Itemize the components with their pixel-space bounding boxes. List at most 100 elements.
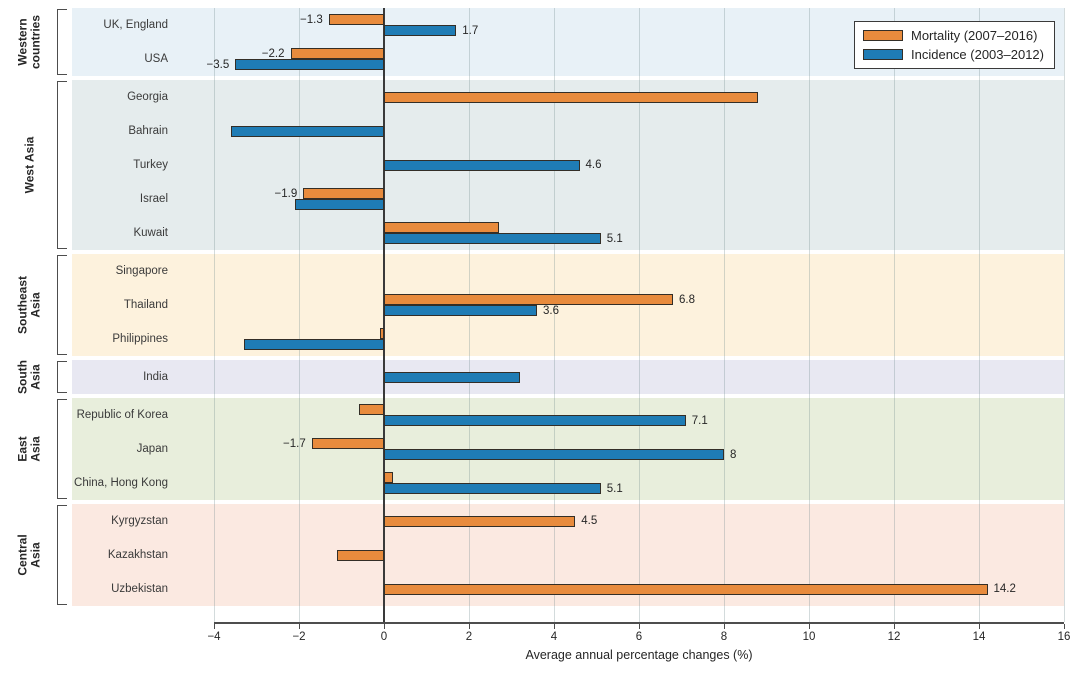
country-label-republic-of-korea: Republic of Korea	[76, 409, 168, 421]
mortality-bar-kyrgyzstan	[384, 515, 576, 527]
incidence-bar-republic-of-korea	[384, 415, 686, 426]
region-label-western-countries: Western countries	[15, 14, 43, 70]
x-tick	[554, 623, 556, 629]
region-band-south-asia	[72, 360, 1064, 394]
x-tick-label: 2	[465, 631, 473, 643]
gridline	[554, 8, 555, 622]
gridline	[894, 8, 895, 622]
gridline	[724, 8, 725, 622]
x-tick	[1064, 623, 1066, 629]
mortality-bar-china-hong-kong	[384, 472, 393, 483]
x-tick-label: 8	[720, 631, 728, 643]
mortality-bar-usa	[290, 48, 384, 59]
x-tick-label: −2	[292, 631, 306, 643]
incidence-bar-bahrain	[231, 125, 384, 137]
region-label-southeast-asia: Southeast Asia	[15, 275, 43, 335]
incidence-value-label-uk-england: 1.7	[462, 24, 479, 37]
mortality-bar-kuwait	[384, 222, 499, 233]
x-tick-label: 14	[972, 631, 986, 643]
region-label-central-asia: Central Asia	[15, 534, 43, 576]
x-axis-line	[214, 622, 1064, 624]
legend-entry-mortality: Mortality (2007–2016)	[863, 28, 1044, 43]
x-tick	[894, 623, 896, 629]
incidence-value-label-turkey: 4.6	[585, 159, 602, 171]
mortality-value-label-israel: −1.9	[274, 187, 298, 200]
incidence-value-label-japan: 8	[730, 448, 737, 461]
x-tick	[299, 623, 301, 629]
legend-swatch-mortality	[863, 30, 903, 41]
country-label-china-hong-kong: China, Hong Kong	[74, 477, 168, 489]
x-tick	[979, 623, 981, 629]
mortality-bar-kazakhstan	[337, 549, 384, 561]
x-tick	[214, 623, 216, 629]
mortality-value-label-uk-england: −1.3	[300, 13, 323, 26]
region-bracket-southeast-asia	[57, 255, 67, 355]
mortality-bar-georgia	[384, 91, 758, 103]
region-bracket-south-asia	[57, 361, 67, 393]
country-label-japan: Japan	[136, 443, 168, 455]
incidence-value-label-usa: −3.5	[206, 58, 230, 71]
incidence-bar-usa	[235, 59, 384, 70]
region-label-east-asia: East Asia	[15, 436, 43, 462]
legend-swatch-incidence	[863, 49, 903, 60]
mortality-value-label-japan: −1.7	[283, 437, 306, 450]
incidence-bar-uk-england	[384, 25, 457, 36]
x-tick-label: 4	[550, 631, 558, 643]
country-label-usa: USA	[144, 53, 168, 65]
region-label-west-asia: West Asia	[22, 136, 37, 194]
region-bracket-central-asia	[57, 505, 67, 605]
country-label-kyrgyzstan: Kyrgyzstan	[111, 515, 168, 527]
gridline	[979, 8, 980, 622]
country-label-israel: Israel	[139, 193, 168, 205]
incidence-value-label-kuwait: 5.1	[606, 232, 623, 245]
country-label-uk-england: UK, England	[103, 19, 168, 31]
incidence-bar-japan	[384, 449, 724, 460]
x-tick	[724, 623, 726, 629]
incidence-bar-thailand	[384, 305, 537, 316]
country-label-thailand: Thailand	[123, 299, 168, 311]
gridline	[809, 8, 810, 622]
x-tick-label: 6	[635, 631, 643, 643]
legend-label-incidence: Incidence (2003–2012)	[911, 47, 1044, 62]
mortality-bar-uzbekistan	[384, 583, 988, 595]
mortality-bar-republic-of-korea	[358, 404, 384, 415]
gridline	[214, 8, 215, 622]
country-label-georgia: Georgia	[127, 91, 168, 103]
region-bracket-east-asia	[57, 399, 67, 499]
legend: Mortality (2007–2016) Incidence (2003–20…	[854, 21, 1055, 69]
country-label-uzbekistan: Uzbekistan	[111, 583, 168, 595]
incidence-bar-israel	[294, 199, 384, 210]
mortality-bar-israel	[303, 188, 384, 199]
country-label-turkey: Turkey	[133, 159, 168, 171]
mortality-value-label-usa: −2.2	[261, 47, 285, 60]
legend-label-mortality: Mortality (2007–2016)	[911, 28, 1038, 43]
region-label-south-asia: South Asia	[15, 360, 43, 394]
country-label-kuwait: Kuwait	[133, 227, 168, 239]
x-tick-label: 0	[380, 631, 388, 643]
mortality-value-label-uzbekistan: 14.2	[993, 583, 1016, 595]
region-band-southeast-asia	[72, 254, 1064, 356]
gridline	[299, 8, 300, 622]
region-bracket-west-asia	[57, 81, 67, 249]
mortality-bar-uk-england	[328, 14, 384, 25]
mortality-bar-japan	[311, 438, 384, 449]
legend-entry-incidence: Incidence (2003–2012)	[863, 47, 1044, 62]
incidence-bar-turkey	[384, 159, 580, 171]
x-tick	[639, 623, 641, 629]
x-tick-label: −4	[207, 631, 221, 643]
x-tick-label: 10	[802, 631, 816, 643]
country-label-singapore: Singapore	[115, 265, 168, 277]
incidence-bar-philippines	[243, 339, 384, 350]
region-bracket-western-countries	[57, 9, 67, 75]
country-label-bahrain: Bahrain	[128, 125, 168, 137]
x-tick	[384, 623, 386, 629]
x-tick	[809, 623, 811, 629]
country-label-kazakhstan: Kazakhstan	[107, 549, 168, 561]
incidence-value-label-republic-of-korea: 7.1	[691, 414, 708, 427]
gridline	[1064, 8, 1065, 622]
mortality-value-label-thailand: 6.8	[679, 293, 695, 306]
x-axis-title: Average annual percentage changes (%)	[525, 648, 753, 662]
gridline	[639, 8, 640, 622]
